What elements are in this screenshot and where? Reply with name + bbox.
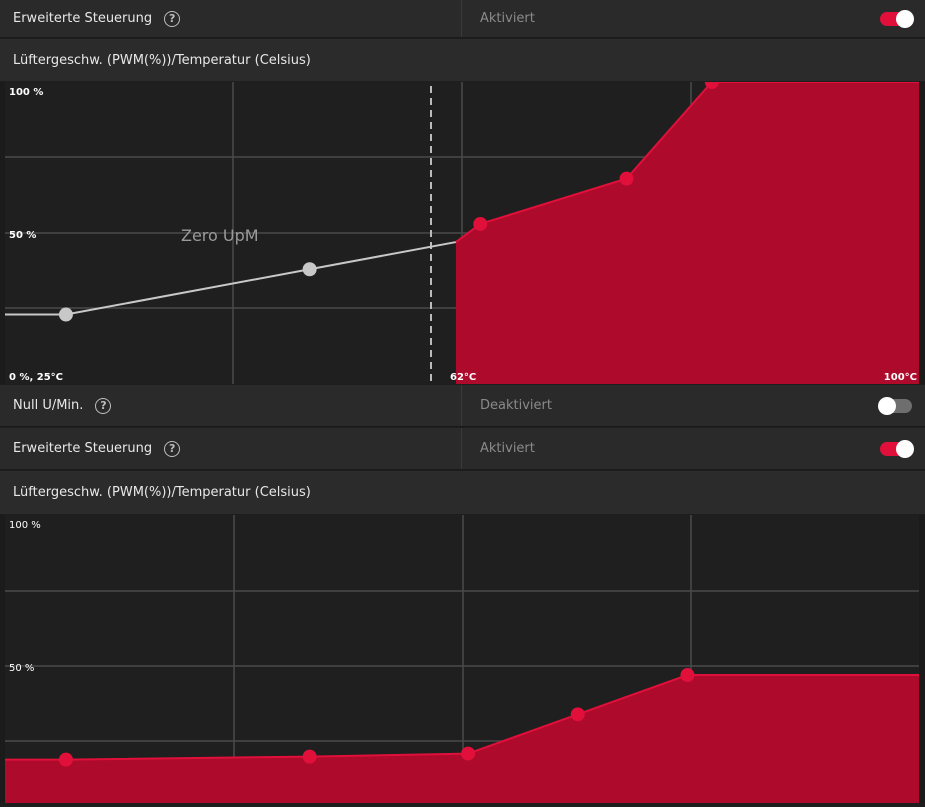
max-temp-label: 100°C [884,372,917,383]
advanced-control-row-2: Erweiterte Steuerung ? Aktiviert [0,428,925,470]
curve-point[interactable] [619,171,634,186]
curve-points [58,668,695,767]
fan-curve-svg-1: 100 % 50 % 0 %, 25°C 62°C 100°C Zero UpM [5,75,919,384]
fan-curve-title-row-2: Lüftergeschw. (PWM(%))/Temperatur (Celsi… [0,471,925,514]
curve-point[interactable] [680,668,695,683]
advanced-control-label: Erweiterte Steuerung [13,441,153,456]
curve-point[interactable] [302,749,317,764]
y-axis-top-label: 100 % [9,87,43,98]
advanced-control-cell: Erweiterte Steuerung ? [0,428,462,469]
curve-point[interactable] [473,216,488,231]
zero-rpm-row: Null U/Min. ? Deaktiviert [0,385,925,427]
advanced-control-row-1: Erweiterte Steuerung ? Aktiviert [0,0,925,38]
fan-curve-chart-2[interactable]: 100 % 50 % [0,515,925,803]
toggle-knob [878,396,896,415]
zero-rpm-temp-label: 62°C [450,372,476,383]
y-axis-top-label: 100 % [9,520,41,531]
fan-curve-title: Lüftergeschw. (PWM(%))/Temperatur (Celsi… [13,52,311,68]
y-axis-mid-label: 50 % [9,230,36,241]
zero-rpm-toggle[interactable] [878,396,912,415]
fan-curve-svg-2: 100 % 50 % [5,515,919,803]
zero-rpm-curve-point[interactable] [302,262,317,277]
curve-point[interactable] [461,746,476,761]
advanced-control-status: Aktiviert [480,11,535,26]
zero-rpm-region-label: Zero UpM [181,226,259,245]
zero-rpm-curve-point[interactable] [58,307,73,322]
origin-label: 0 %, 25°C [9,372,63,383]
y-axis-mid-label: 50 % [9,663,34,674]
zero-rpm-label: Null U/Min. [13,398,84,413]
zero-rpm-status: Deaktiviert [480,398,552,413]
help-icon[interactable]: ? [164,10,181,27]
help-icon[interactable]: ? [95,397,112,414]
advanced-control-toggle[interactable] [880,9,914,28]
curve-point[interactable] [570,707,585,722]
toggle-knob [896,439,914,458]
toggle-knob [896,9,914,28]
advanced-control-toggle[interactable] [880,439,914,458]
fan-curve-title: Lüftergeschw. (PWM(%))/Temperatur (Celsi… [13,485,311,500]
advanced-control-status: Aktiviert [480,441,535,456]
fan-curve-chart-1[interactable]: 100 % 50 % 0 %, 25°C 62°C 100°C Zero UpM [0,75,925,384]
active-curve-area [5,675,919,803]
help-icon[interactable]: ? [164,440,181,457]
curve-point[interactable] [58,752,73,767]
advanced-control-cell: Erweiterte Steuerung ? [0,0,462,37]
zero-rpm-cell: Null U/Min. ? [0,385,462,426]
advanced-control-label: Erweiterte Steuerung [13,11,153,26]
zero-rpm-curve-line [5,241,457,316]
fan-curve-title-row-1: Lüftergeschw. (PWM(%))/Temperatur (Celsi… [0,39,925,81]
active-curve-area [455,82,919,384]
